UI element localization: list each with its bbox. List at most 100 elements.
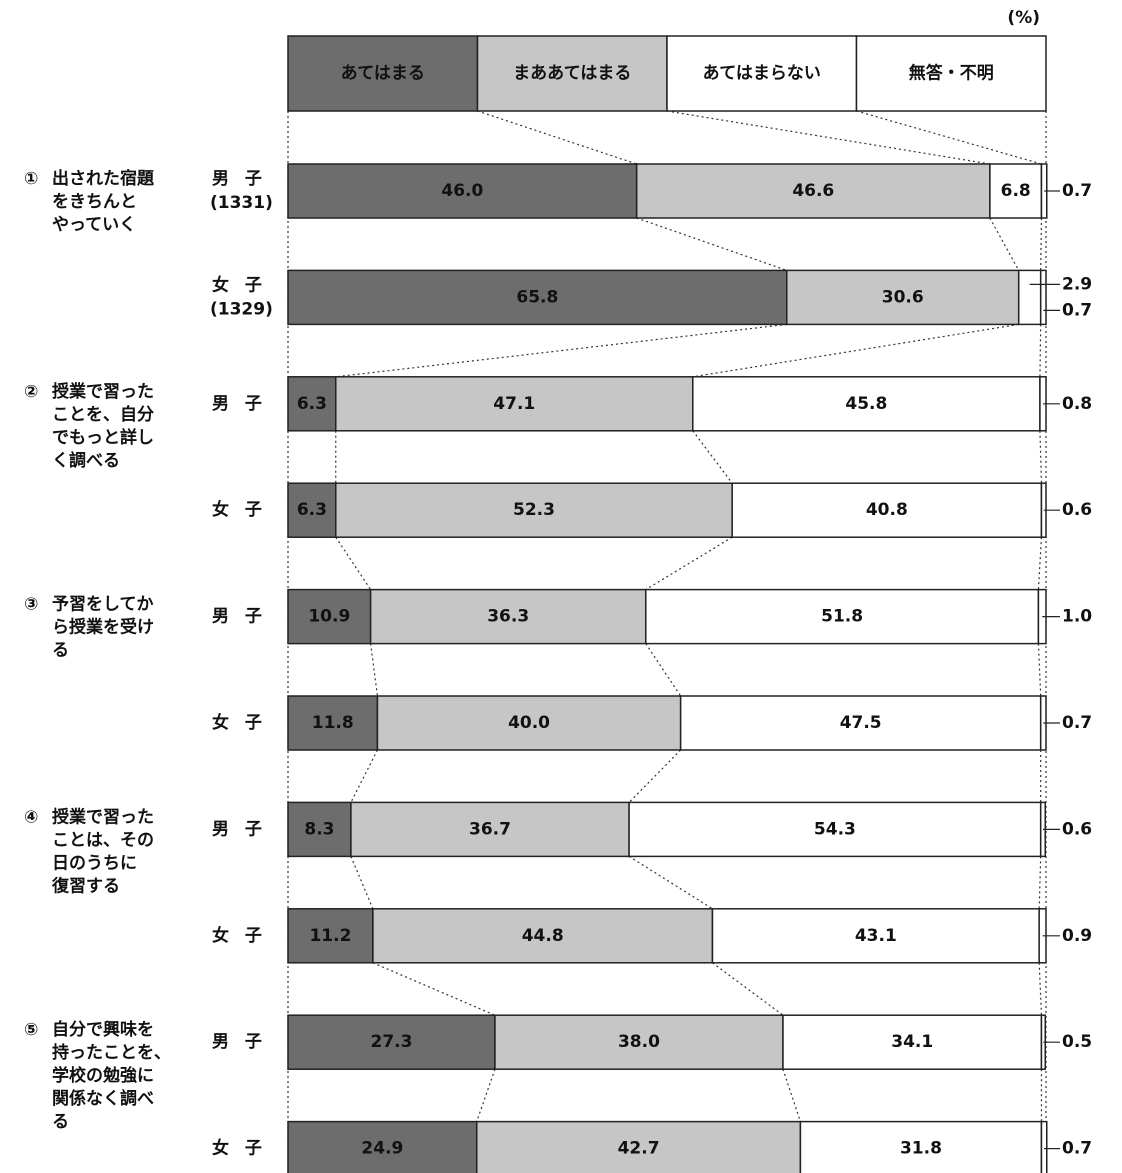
value-label: 65.8	[516, 287, 558, 307]
category-label: 女 子	[212, 712, 262, 733]
value-label: 47.1	[493, 394, 535, 414]
connector	[856, 110, 1042, 165]
legend-box	[287, 35, 479, 112]
bar-segment	[628, 801, 1042, 858]
value-label: 0.7	[1062, 300, 1092, 320]
group-label: をきちんと	[52, 192, 137, 212]
group-label: 予習をしてか	[52, 595, 154, 615]
connector	[692, 323, 1019, 378]
connector	[782, 1069, 801, 1122]
unit-label: (%)	[1007, 8, 1040, 28]
value-label: 43.1	[855, 926, 897, 946]
category-label: 女 子	[212, 274, 262, 295]
connector	[1039, 324, 1042, 377]
connector	[645, 536, 733, 591]
value-label: 46.0	[441, 181, 483, 201]
count-label: (1329)	[210, 299, 273, 319]
group-label: やっていく	[52, 215, 136, 235]
value-label: 36.7	[469, 819, 511, 839]
bar-segment	[287, 376, 337, 432]
group-number: ③	[24, 595, 38, 615]
category-label: 男 子	[212, 607, 262, 627]
value-label: 8.3	[304, 819, 334, 839]
bar-segment	[335, 376, 694, 432]
connector	[666, 110, 991, 165]
connector	[1040, 217, 1043, 271]
value-label: 6.8	[1001, 181, 1031, 201]
bar-segment	[369, 588, 647, 645]
value-label: 6.3	[297, 500, 327, 520]
group-label: でもっと詳し	[52, 427, 154, 448]
connector	[692, 430, 733, 484]
legend-box	[476, 35, 668, 112]
connector	[1037, 643, 1042, 697]
connector	[628, 855, 713, 910]
value-label: 0.8	[1062, 394, 1092, 414]
bar-segment	[287, 695, 379, 751]
bar-segment	[287, 588, 372, 645]
bar-segment	[376, 695, 682, 751]
value-label: 0.6	[1062, 819, 1092, 839]
connector	[989, 217, 1020, 271]
bar-segment	[287, 908, 374, 964]
value-label: 42.7	[618, 1139, 660, 1159]
category-label: 男 子	[212, 819, 262, 839]
value-label: 30.6	[882, 287, 924, 307]
connector	[370, 643, 379, 697]
value-label: 11.8	[312, 713, 354, 733]
value-label: 0.7	[1062, 181, 1092, 201]
legend-label: 無答・不明	[909, 63, 994, 84]
count-label: (1331)	[210, 193, 273, 213]
value-label: 40.0	[508, 713, 550, 733]
connector	[1039, 430, 1043, 484]
value-label: 44.8	[522, 926, 564, 946]
connector	[350, 749, 378, 803]
group-label: る	[52, 1112, 69, 1132]
group-number: ①	[24, 169, 38, 189]
connector	[645, 643, 682, 697]
group-label: ら授業を受け	[52, 617, 154, 638]
value-label: 10.9	[308, 607, 350, 627]
category-label: 女 子	[212, 925, 262, 946]
connector	[1037, 537, 1043, 590]
bar-segment	[786, 269, 1020, 326]
bar-segment	[287, 801, 352, 858]
value-label: 54.3	[814, 819, 856, 839]
value-label: 0.5	[1062, 1032, 1092, 1052]
value-label: 0.9	[1062, 926, 1092, 946]
group-label: 関係なく調べ	[52, 1088, 154, 1109]
category-label: 女 子	[212, 1138, 262, 1159]
bar-segment	[287, 269, 788, 326]
value-label: 6.3	[297, 394, 327, 414]
group-number: ④	[24, 807, 38, 827]
group-label: 持ったことを、	[52, 1042, 171, 1063]
bar-segment	[692, 376, 1041, 432]
connector	[476, 1069, 496, 1122]
value-label: 34.1	[891, 1032, 933, 1052]
connector	[1038, 962, 1043, 1016]
connector	[1038, 856, 1042, 909]
connector	[477, 110, 637, 165]
group-label: 授業で習った	[52, 806, 154, 827]
group-label: 授業で習った	[52, 381, 154, 402]
value-label: 36.3	[487, 607, 529, 627]
bar-segment	[372, 908, 714, 964]
value-label: 1.0	[1062, 607, 1092, 627]
bar-segment	[799, 1120, 1043, 1173]
group-label: ことを、自分	[52, 404, 154, 425]
legend-box	[666, 35, 858, 112]
legend-label: まああてはまる	[513, 64, 631, 84]
value-label: 52.3	[513, 500, 555, 520]
connector	[372, 962, 496, 1016]
bar-segment	[635, 163, 991, 219]
group-number: ②	[24, 382, 38, 402]
value-label: 51.8	[821, 607, 863, 627]
value-label: 27.3	[370, 1032, 412, 1052]
value-label: 40.8	[866, 500, 908, 520]
value-label: 45.8	[845, 394, 887, 414]
bar-segment	[350, 801, 630, 858]
bar-segment	[287, 482, 337, 538]
connector	[628, 749, 682, 803]
category-label: 女 子	[212, 499, 262, 520]
